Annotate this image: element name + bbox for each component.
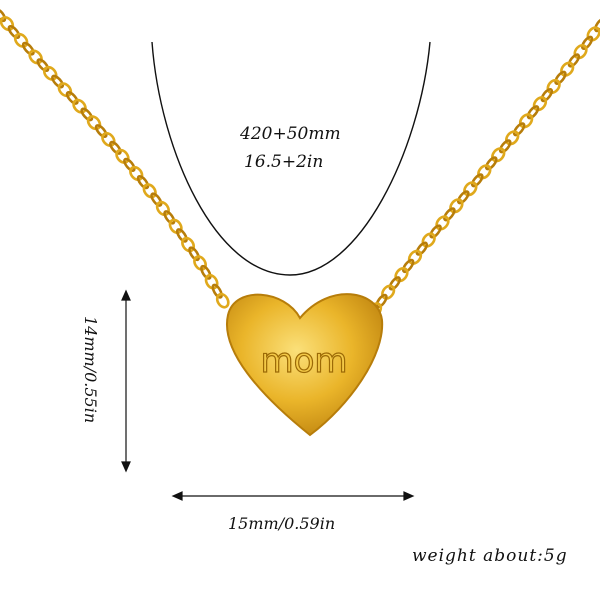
chain-link: [155, 200, 170, 217]
chain-link: [512, 122, 526, 137]
chain-link: [470, 173, 484, 188]
chain-link: [142, 183, 157, 199]
chain-link: [443, 207, 456, 222]
chain-link: [526, 105, 540, 120]
chain-link: [593, 17, 600, 33]
chain-link: [136, 174, 150, 190]
chain-link: [505, 130, 520, 146]
chain-link: [101, 131, 116, 147]
chain-link: [415, 241, 429, 256]
chain-link: [129, 165, 144, 182]
chain-link: [477, 164, 492, 180]
chain-link: [457, 190, 470, 205]
chain-link: [0, 15, 15, 32]
chain-link: [435, 215, 450, 231]
heart-pendant: [225, 293, 384, 437]
chain-link: [65, 91, 79, 105]
chain-link: [72, 98, 87, 114]
chain-link: [36, 58, 50, 73]
chain-length-in: 16.5+2in: [244, 152, 324, 172]
chain-link: [532, 96, 548, 112]
chain-link: [498, 139, 512, 154]
chain-link: [42, 65, 58, 81]
chain-link: [80, 107, 94, 122]
chain-link: [586, 26, 600, 42]
chain-link: [193, 255, 207, 271]
height-label: 14mm/0.55in: [81, 316, 100, 424]
chain-link: [540, 87, 554, 103]
chain-link: [429, 224, 442, 239]
chain-link: [449, 198, 464, 214]
chain-link: [554, 70, 567, 85]
chain-link: [546, 78, 561, 95]
chain-link: [421, 232, 436, 248]
chain-link: [407, 249, 423, 265]
chain-link: [573, 44, 588, 60]
chain-link: [518, 113, 534, 129]
chain-link: [86, 115, 102, 131]
chain-link: [109, 140, 122, 155]
width-arrow: [171, 491, 415, 501]
chain-link: [57, 82, 73, 98]
chain-link: [13, 32, 29, 48]
chain-link: [394, 266, 409, 283]
chain-link: [28, 49, 43, 65]
height-arrow: [121, 289, 131, 473]
chain-link: [388, 276, 401, 291]
width-label: 15mm/0.59in: [228, 514, 336, 533]
chain-link: [463, 181, 478, 197]
chain-link: [163, 210, 176, 225]
chain-link: [567, 53, 581, 68]
engraving-text: mom: [260, 341, 347, 381]
chain-link: [123, 157, 136, 172]
chain-link: [94, 124, 108, 139]
chain-link: [200, 264, 212, 280]
chain-link: [175, 228, 188, 243]
chain-link: [168, 218, 183, 235]
chain-link: [21, 41, 35, 56]
chain-link: [0, 7, 7, 23]
chain-link: [204, 273, 219, 290]
chain-link: [581, 35, 594, 51]
chain-link: [401, 258, 415, 274]
neck-outline: [151, 41, 431, 276]
chain-link: [150, 192, 163, 207]
chain-left: [0, 15, 228, 310]
chain-link: [7, 24, 21, 39]
chain-link: [51, 74, 65, 89]
chain-link: [188, 246, 200, 262]
chain-link: [491, 147, 506, 163]
chain-link: [211, 283, 223, 299]
chain-link: [560, 61, 575, 77]
chain-link: [115, 148, 130, 164]
chain-link: [381, 284, 396, 300]
chain-link: [181, 236, 196, 253]
weight-label: weight about:5g: [412, 546, 568, 566]
chain-link: [215, 292, 230, 309]
chain-length-mm: 420+50mm: [240, 124, 341, 144]
chain-link: [484, 156, 498, 171]
